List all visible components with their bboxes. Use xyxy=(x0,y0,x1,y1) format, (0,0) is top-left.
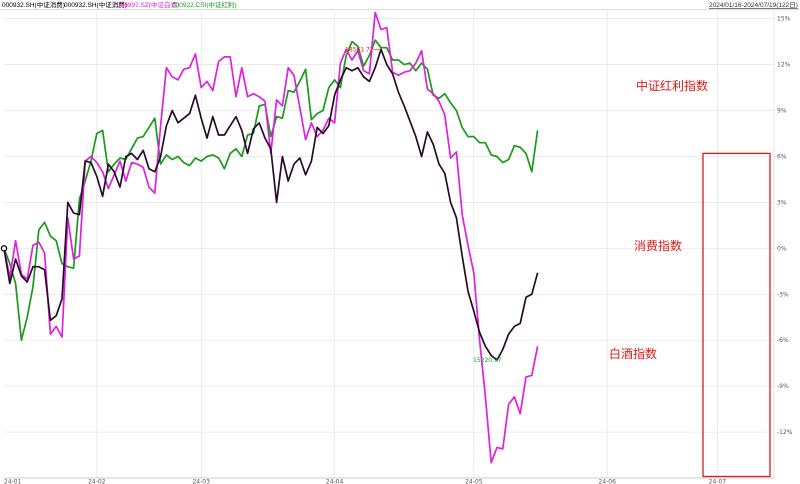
x-tick-label: 24-03 xyxy=(192,479,210,484)
y-tick-label: 0% xyxy=(777,245,787,252)
x-tick-label: 24-06 xyxy=(598,479,616,484)
svg-text:|: | xyxy=(168,2,170,9)
chart-header: 000932.SH(中证消费) | 000932.SH(中证消费) | 3999… xyxy=(0,0,800,10)
x-tick-label: 24-04 xyxy=(326,479,344,484)
callout-consumption-index: 消费指数 xyxy=(634,238,682,253)
y-tick-label: -3% xyxy=(777,291,789,298)
legend-item-dividend[interactable]: 000922.CSI(中证红利) xyxy=(172,0,237,9)
svg-text:|: | xyxy=(113,2,115,9)
y-tick-label: 3% xyxy=(777,199,787,206)
highlight-box xyxy=(702,152,771,478)
legend-item-baijiu[interactable]: 399997.SZ(中证白酒) xyxy=(117,0,179,9)
series-line-dividend xyxy=(3,39,539,342)
y-tick-label: -9% xyxy=(777,383,789,390)
x-tick-label: 24-02 xyxy=(88,479,106,484)
series-line-consumption xyxy=(3,48,539,361)
x-tick-label: 24-05 xyxy=(465,479,483,484)
svg-text:|: | xyxy=(60,2,62,9)
high-value-label: 18561.72 xyxy=(345,46,374,53)
date-range: 2024/01/16-2024/07/19(122日) xyxy=(709,1,798,9)
low-value-label: 15220.97 xyxy=(473,357,502,364)
y-tick-label: 15% xyxy=(777,16,791,23)
y-axis: 15% 12% 9% 6% 3% 0% -3% -6% -9% -12% xyxy=(777,16,793,436)
legend-item-consumption-2[interactable]: 000932.SH(中证消费) xyxy=(64,0,127,9)
x-tick-label: 24-07 xyxy=(709,479,727,484)
y-tick-label: -12% xyxy=(777,429,793,436)
y-tick-label: -6% xyxy=(777,337,789,344)
y-tick-label: 6% xyxy=(777,153,787,160)
callout-dividend-index: 中证红利指数 xyxy=(636,78,708,93)
x-tick-label: 24-01 xyxy=(4,479,22,484)
svg-text:|: | xyxy=(228,2,230,9)
callout-baijiu-index: 白酒指数 xyxy=(609,346,657,361)
y-tick-label: 12% xyxy=(777,62,791,69)
series-line-baijiu xyxy=(3,11,539,464)
x-axis: 24-01 24-02 24-03 24-04 24-05 24-06 24-07 xyxy=(4,479,726,484)
legend-item-consumption-1[interactable]: 000932.SH(中证消费) xyxy=(2,0,65,9)
y-tick-label: 9% xyxy=(777,108,787,115)
start-marker xyxy=(0,245,8,252)
grid xyxy=(4,11,775,479)
series-lines xyxy=(3,11,539,464)
